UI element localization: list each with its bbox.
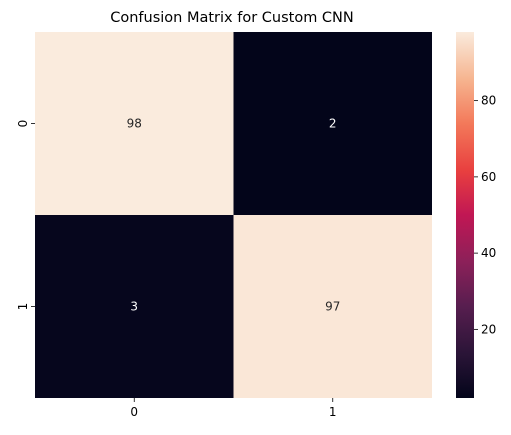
- colorbar-ticks: 20 40 60 80: [474, 94, 496, 336]
- colorbar-tick-label: 60: [481, 170, 496, 184]
- heatmap-cell: [233, 215, 432, 398]
- y-tick-label: 1: [16, 303, 30, 311]
- y-tick-label: 0: [16, 120, 30, 128]
- heatmap-cells: [35, 32, 432, 398]
- cell-annotation: 2: [329, 117, 337, 131]
- x-tick-label: 1: [329, 405, 337, 419]
- colorbar: 20 40 60 80: [456, 32, 496, 398]
- colorbar-tick-label: 80: [481, 94, 496, 108]
- cell-annotations: 98 2 3 97: [127, 117, 341, 314]
- cell-annotation: 97: [325, 300, 340, 314]
- heatmap-cell: [35, 215, 234, 398]
- cell-annotation: 3: [130, 300, 138, 314]
- x-tick-label: 0: [130, 405, 138, 419]
- heatmap-cell: [35, 32, 234, 215]
- heatmap-cell: [233, 32, 432, 215]
- colorbar-tick-label: 40: [481, 246, 496, 260]
- chart-title: Confusion Matrix for Custom CNN: [110, 10, 354, 26]
- colorbar-gradient: [456, 32, 474, 398]
- colorbar-tick-label: 20: [481, 322, 496, 336]
- y-axis: 01: [16, 120, 35, 311]
- cell-annotation: 98: [127, 117, 142, 131]
